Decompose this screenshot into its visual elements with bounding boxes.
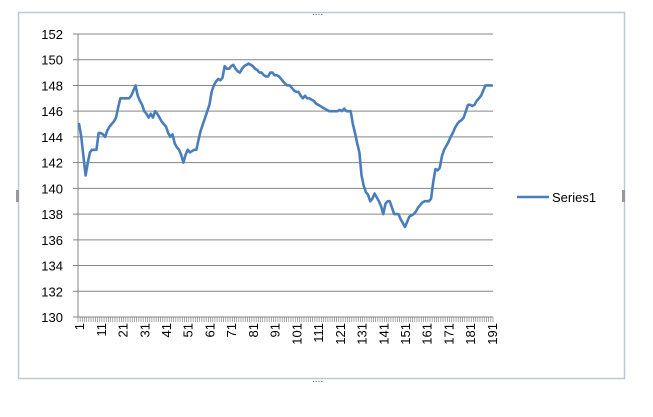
x-tick-label: 21 [116, 323, 131, 337]
y-tick-label: 140 [41, 181, 63, 196]
legend-label: Series1 [552, 190, 596, 205]
y-tick-label: 132 [41, 284, 63, 299]
x-tick-label: 41 [159, 323, 174, 337]
y-tick-label: 150 [41, 53, 63, 68]
x-tick-label: 151 [398, 323, 413, 345]
x-tick-label: 171 [441, 323, 456, 345]
y-tick-label: 148 [41, 78, 63, 93]
x-tick-label: 61 [202, 323, 217, 337]
x-tick-label: 101 [289, 323, 304, 345]
y-tick-label: 142 [41, 156, 63, 171]
x-tick-label: 161 [420, 323, 435, 345]
resize-handle: .... [312, 374, 323, 385]
x-tick-label: 141 [376, 323, 391, 345]
x-tick-label: 11 [94, 323, 109, 337]
x-tick-label: 1 [72, 323, 87, 330]
x-tick-label: 51 [181, 323, 196, 337]
x-tick-label: 111 [311, 323, 326, 343]
resize-handle [16, 190, 19, 202]
y-tick-label: 144 [41, 130, 63, 145]
x-tick-label: 191 [485, 323, 500, 345]
y-tick-label: 136 [41, 233, 63, 248]
y-tick-label: 146 [41, 104, 63, 119]
line-series [77, 62, 494, 229]
x-tick-label: 31 [137, 323, 152, 337]
y-tick-label: 130 [41, 310, 63, 325]
x-tick-label: 71 [224, 323, 239, 337]
resize-handle [622, 190, 625, 202]
y-tick-label: 152 [41, 27, 63, 42]
y-tick-label: 138 [41, 207, 63, 222]
resize-handle: .... [312, 7, 323, 18]
x-tick-label: 131 [355, 323, 370, 345]
y-tick-label: 134 [41, 259, 63, 274]
x-tick-label: 121 [333, 323, 348, 345]
x-tick-label: 81 [246, 323, 261, 337]
x-tick-label: 91 [268, 323, 283, 337]
x-tick-label: 181 [463, 323, 478, 345]
